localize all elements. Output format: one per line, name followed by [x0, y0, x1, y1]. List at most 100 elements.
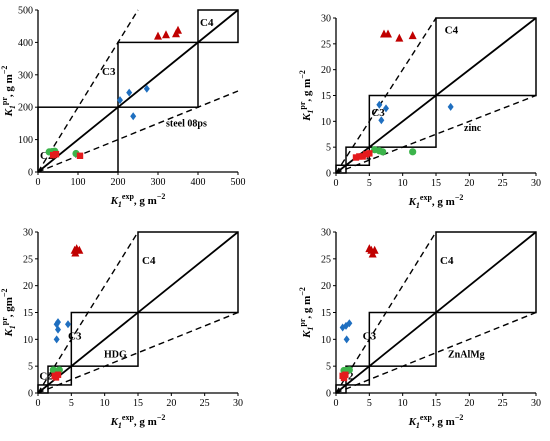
triangle-marker: [71, 248, 80, 257]
diamond-marker: [126, 88, 133, 97]
material-label: HDG: [104, 350, 127, 361]
triangle-marker: [174, 25, 182, 34]
material-label: zinc: [464, 123, 482, 134]
y-tick-label: 5: [326, 362, 331, 373]
upper-bound-line: [37, 9, 139, 173]
zone-label-c4: C4: [445, 25, 459, 37]
chart-panel-2: 051015202530051015202530C2C3C4zincK1exp,…: [298, 14, 541, 211]
x-tick-label: 0: [36, 177, 41, 188]
y-tick-label: 10: [321, 117, 331, 128]
x-axis-label: K1exp, g m−2: [110, 413, 166, 430]
x-tick-label: 20: [464, 178, 474, 189]
y-tick-label: 25: [321, 39, 331, 50]
y-tick-label: 10: [321, 335, 331, 346]
category-zone-box: [117, 41, 199, 108]
y-tick-label: 20: [321, 281, 331, 292]
y-tick-label: 5: [28, 362, 33, 373]
y-tick-label: 100: [18, 135, 33, 146]
x-tick-label: 25: [498, 178, 508, 189]
upper-bound-line: [335, 17, 437, 174]
x-tick-label: 30: [233, 398, 243, 409]
triangle-marker: [154, 31, 162, 40]
x-tick-label: 0: [334, 178, 339, 189]
diamond-marker: [55, 318, 61, 327]
zone-label-c2: C2: [39, 371, 53, 383]
lower-bound-line: [37, 90, 239, 173]
diamond-marker: [65, 320, 71, 329]
x-tick-label: 30: [531, 178, 541, 189]
chart-panel-3: 0 5 10 15 20 25 30 0 5 10 15 20 25 30 C2 C3 C4 HDG K1exp, …: [0, 228, 243, 431]
zone-label-c3: C3: [371, 107, 385, 119]
y-tick-label: 30: [321, 228, 331, 239]
upper-bound-line: [335, 231, 437, 394]
lower-bound-line: [335, 94, 537, 174]
x-axis-label: K1exp, g m−2: [408, 193, 464, 210]
x-tick-label: 200: [111, 177, 126, 188]
x-tick-label: 5: [69, 398, 74, 409]
square-marker: [52, 374, 60, 381]
identity-line: [37, 9, 239, 173]
square-marker: [52, 150, 60, 158]
zone-label-c4: C4: [200, 17, 214, 29]
y-tick-label: 10: [23, 335, 33, 346]
x-tick-label: 300: [151, 177, 166, 188]
y-tick-label: 20: [23, 281, 33, 292]
y-tick-label: 0: [326, 389, 331, 400]
y-tick-label: 300: [18, 70, 33, 81]
y-tick-label: 15: [321, 91, 331, 102]
square-marker: [340, 374, 348, 382]
y-tick-label: 30: [23, 228, 33, 239]
x-tick-label: 5: [367, 398, 372, 409]
square-marker: [342, 371, 349, 378]
x-tick-label: 10: [100, 398, 110, 409]
zone-label-c4: C4: [440, 255, 454, 267]
chart-panel-4: 051015202530051015202530C2C3C4ZnAlMgK1ex…: [298, 228, 541, 431]
y-axis-label: K1pr, gm−2: [0, 288, 17, 337]
diamond-marker: [376, 100, 383, 109]
y-tick-label: 15: [321, 308, 331, 319]
diamond-marker: [53, 335, 60, 344]
x-tick-label: 10: [398, 398, 408, 409]
square-marker: [359, 153, 366, 160]
diamond-marker: [346, 319, 353, 328]
x-tick-label: 400: [191, 177, 206, 188]
y-tick-label: 25: [321, 254, 331, 265]
lower-bound-line: [335, 311, 537, 394]
diamond-marker: [117, 96, 123, 105]
y-tick-label: 200: [18, 103, 33, 114]
triangle-marker: [368, 249, 377, 258]
category-zone-box: [435, 231, 537, 314]
x-tick-label: 25: [498, 398, 508, 409]
y-tick-label: 5: [326, 143, 331, 154]
zone-label-c4: C4: [142, 255, 156, 267]
y-tick-label: 30: [321, 14, 331, 25]
x-tick-label: 10: [398, 178, 408, 189]
category-zone-box: [197, 9, 239, 44]
x-axis-label: K1exp, g m−2: [408, 413, 464, 430]
identity-line: [335, 231, 537, 394]
x-axis-label: K1exp, g m−2: [110, 192, 166, 209]
identity-line: [37, 231, 239, 394]
y-tick-label: 15: [23, 308, 33, 319]
material-label: steel 08ps: [166, 119, 207, 130]
square-marker: [366, 150, 373, 157]
triangle-marker: [408, 31, 417, 40]
square-marker: [362, 151, 370, 158]
circle-marker: [379, 148, 387, 156]
y-tick-label: 0: [28, 168, 33, 179]
lower-bound-line: [37, 311, 239, 394]
triangle-marker: [75, 245, 84, 254]
upper-bound-line: [37, 231, 139, 394]
diamond-marker: [383, 104, 389, 113]
y-axis-label: K1pr, g m−2: [298, 287, 315, 339]
x-tick-label: 25: [200, 398, 210, 409]
y-tick-label: 0: [326, 169, 331, 180]
y-tick-label: 400: [18, 38, 33, 49]
identity-line: [335, 17, 537, 174]
triangle-marker: [162, 30, 170, 39]
zone-label-c3: C3: [363, 330, 377, 342]
y-tick-label: 20: [321, 65, 331, 76]
y-tick-label: 0: [28, 389, 33, 400]
chart-panel-1: 0 100 200 300 400 5000100200300400500C2C3C4st…: [0, 6, 246, 210]
